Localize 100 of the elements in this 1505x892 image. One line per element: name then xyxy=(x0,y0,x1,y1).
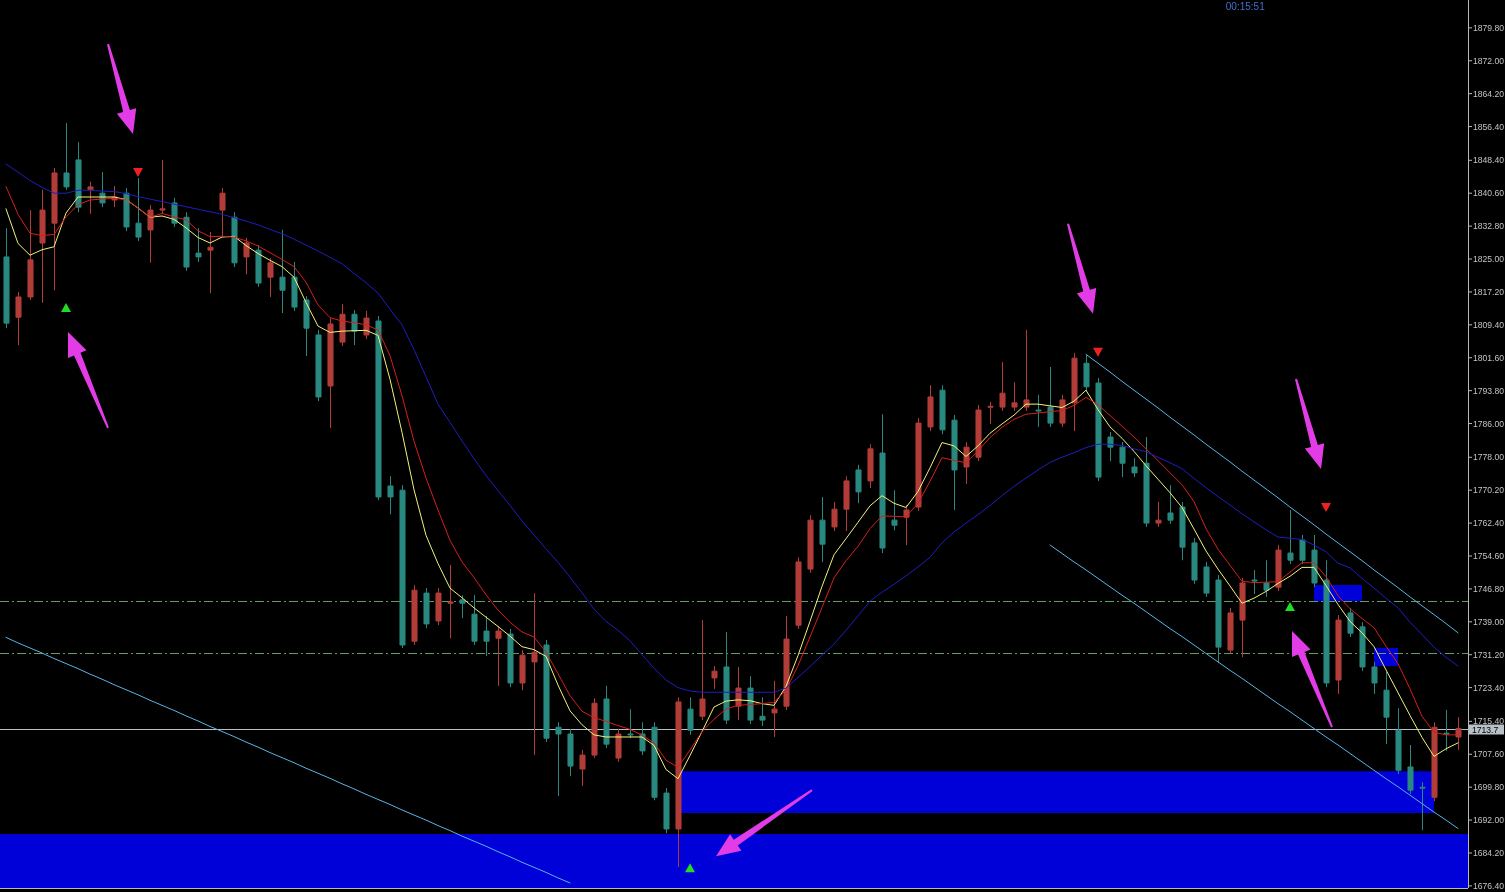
candlestick xyxy=(615,728,622,763)
candlestick xyxy=(1347,607,1354,638)
candlestick xyxy=(15,291,22,346)
y-tick-label: 1879.80 xyxy=(1473,22,1505,33)
y-tick-label: 1739.00 xyxy=(1473,616,1505,627)
candlestick xyxy=(1011,381,1018,412)
candlestick xyxy=(795,556,802,630)
candlestick xyxy=(1431,721,1438,802)
ref-line-label: 1713.7 xyxy=(1472,724,1499,735)
point xyxy=(61,302,71,312)
candlestick xyxy=(951,414,958,511)
candlestick xyxy=(867,443,874,489)
candlestick xyxy=(999,361,1006,412)
candlestick xyxy=(627,708,634,739)
candlestick xyxy=(399,484,406,649)
candlestick xyxy=(819,496,826,563)
candlestick xyxy=(1239,577,1246,658)
candlestick xyxy=(483,615,490,657)
candlestick xyxy=(1287,509,1294,565)
y-tick-label: 1872.00 xyxy=(1473,55,1505,66)
candlestick xyxy=(711,665,718,690)
candlestick xyxy=(1383,671,1390,745)
candlestick xyxy=(1131,457,1138,478)
candlestick xyxy=(507,628,514,688)
y-tick-label: 1770.20 xyxy=(1473,485,1505,496)
candlestick xyxy=(123,187,130,232)
candlestick xyxy=(831,501,838,532)
candlestick xyxy=(51,167,58,291)
candlestick xyxy=(375,315,382,501)
candlestick xyxy=(519,649,526,691)
candlestick xyxy=(1071,352,1078,432)
candlestick xyxy=(1251,569,1258,595)
y-tick-label: 1746.80 xyxy=(1473,583,1505,594)
candlestick xyxy=(387,475,394,515)
point xyxy=(1321,503,1331,513)
candlestick xyxy=(1395,707,1402,775)
y-tick-label: 1699.80 xyxy=(1473,782,1505,793)
candlestick xyxy=(135,177,142,242)
candlestick xyxy=(891,489,898,531)
candlestick xyxy=(1419,781,1426,831)
candlestick xyxy=(1455,716,1462,751)
y-tick-label: 1856.40 xyxy=(1473,121,1505,132)
y-tick-label: 1778.00 xyxy=(1473,452,1505,463)
candlestick xyxy=(459,594,466,619)
candlestick xyxy=(975,404,982,462)
candlestick xyxy=(699,619,706,721)
candlestick xyxy=(75,141,82,213)
candlestick xyxy=(651,721,658,801)
candlestick xyxy=(471,594,478,646)
candlestick xyxy=(39,189,46,304)
y-tick-label: 1801.60 xyxy=(1473,352,1505,363)
candlestick xyxy=(663,787,670,834)
candlestick xyxy=(63,122,70,191)
candlestick xyxy=(927,384,934,432)
candlestick xyxy=(603,685,610,749)
candlestick xyxy=(531,592,538,756)
candlestick xyxy=(1371,661,1378,695)
y-tick-label: 1684.20 xyxy=(1473,847,1505,858)
candlestick xyxy=(723,631,730,725)
candlestick xyxy=(183,211,190,272)
candlestick xyxy=(855,464,862,504)
y-tick-label: 1707.60 xyxy=(1473,749,1505,760)
candlestick xyxy=(1119,441,1126,478)
candlestick xyxy=(1107,431,1114,462)
candlestick xyxy=(423,587,430,629)
candlestick xyxy=(315,329,322,402)
candlestick xyxy=(1263,559,1270,598)
candlestick xyxy=(207,231,214,294)
candlestick xyxy=(1143,436,1150,528)
candlestick xyxy=(1407,744,1414,795)
point xyxy=(685,863,695,873)
line-series xyxy=(1085,353,1459,634)
candlestick xyxy=(1203,561,1210,598)
candlestick xyxy=(255,244,262,288)
candlestick xyxy=(543,639,550,743)
y-tick-label: 1754.60 xyxy=(1473,551,1505,561)
y-tick-label: 1723.40 xyxy=(1473,682,1505,693)
candlestick xyxy=(1275,544,1282,592)
y-tick-label: 1864.20 xyxy=(1473,88,1505,99)
candlestick xyxy=(1323,559,1330,688)
candlestick xyxy=(147,204,154,264)
line-series xyxy=(1049,544,1459,830)
candlestick xyxy=(747,675,754,725)
y-tick-label: 1832.80 xyxy=(1473,221,1505,232)
candlestick xyxy=(987,401,994,425)
point xyxy=(1093,347,1103,357)
candlestick xyxy=(1227,607,1234,655)
candlestick xyxy=(411,584,418,646)
y-tick-label: 1731.20 xyxy=(1473,649,1505,660)
candlestick xyxy=(1335,614,1342,695)
candlestick xyxy=(1359,621,1366,672)
candlestick xyxy=(591,697,598,759)
candlestick xyxy=(687,696,694,736)
candlestick xyxy=(1443,709,1450,752)
candlestick xyxy=(231,211,238,268)
y-tick-label: 1762.40 xyxy=(1473,518,1505,529)
candlestick xyxy=(435,587,442,626)
annotation: 00:15:51 xyxy=(1225,1,1266,12)
y-tick-label: 1692.00 xyxy=(1473,815,1505,826)
y-tick-label: 1840.60 xyxy=(1473,188,1505,199)
